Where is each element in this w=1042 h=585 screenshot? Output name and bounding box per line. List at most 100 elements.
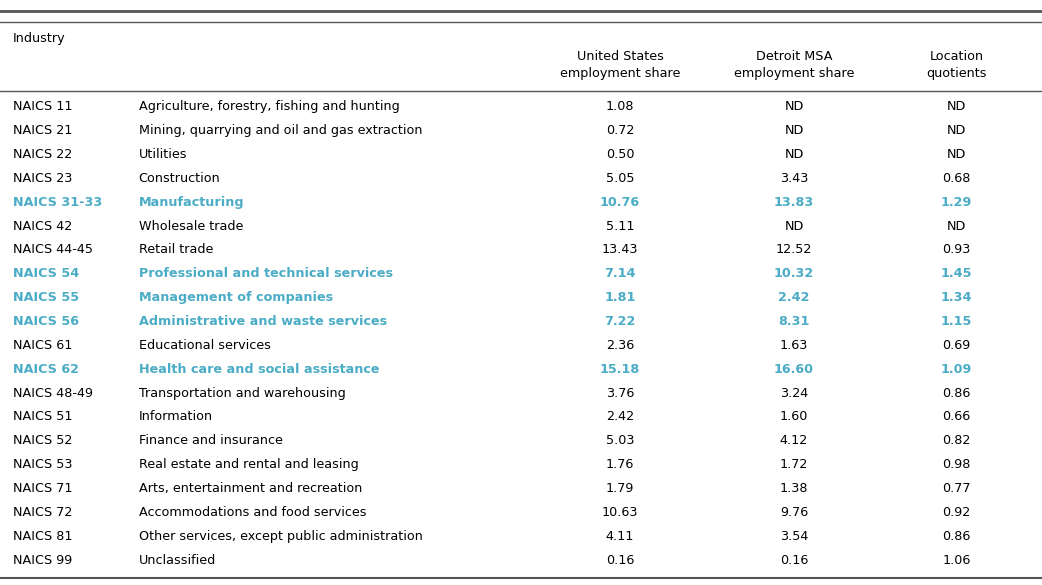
Text: 10.32: 10.32 [774, 267, 814, 280]
Text: 0.98: 0.98 [942, 458, 971, 472]
Text: 5.05: 5.05 [605, 172, 635, 185]
Text: 2.42: 2.42 [606, 411, 634, 424]
Text: 0.68: 0.68 [942, 172, 971, 185]
Text: 3.24: 3.24 [779, 387, 809, 400]
Text: Detroit MSA
employment share: Detroit MSA employment share [734, 50, 854, 80]
Text: Industry: Industry [13, 32, 66, 45]
Text: 1.81: 1.81 [604, 291, 636, 304]
Text: Unclassified: Unclassified [139, 553, 216, 567]
Text: NAICS 52: NAICS 52 [13, 434, 72, 448]
Text: 1.15: 1.15 [941, 315, 972, 328]
Text: 2.36: 2.36 [605, 339, 635, 352]
Text: Administrative and waste services: Administrative and waste services [139, 315, 387, 328]
Text: NAICS 42: NAICS 42 [13, 219, 72, 233]
Text: 0.92: 0.92 [942, 506, 971, 519]
Text: Other services, except public administration: Other services, except public administra… [139, 530, 422, 543]
Text: 4.12: 4.12 [779, 434, 809, 448]
Text: Agriculture, forestry, fishing and hunting: Agriculture, forestry, fishing and hunti… [139, 100, 399, 113]
Text: Manufacturing: Manufacturing [139, 195, 244, 209]
Text: 1.29: 1.29 [941, 195, 972, 209]
Text: 1.60: 1.60 [779, 411, 809, 424]
Text: Professional and technical services: Professional and technical services [139, 267, 393, 280]
Text: ND: ND [947, 219, 966, 233]
Text: NAICS 11: NAICS 11 [13, 100, 72, 113]
Text: NAICS 61: NAICS 61 [13, 339, 72, 352]
Text: NAICS 22: NAICS 22 [13, 148, 72, 161]
Text: NAICS 81: NAICS 81 [13, 530, 72, 543]
Text: 5.03: 5.03 [605, 434, 635, 448]
Text: NAICS 51: NAICS 51 [13, 411, 72, 424]
Text: 7.14: 7.14 [604, 267, 636, 280]
Text: NAICS 23: NAICS 23 [13, 172, 72, 185]
Text: NAICS 72: NAICS 72 [13, 506, 72, 519]
Text: 1.79: 1.79 [605, 482, 635, 495]
Text: Transportation and warehousing: Transportation and warehousing [139, 387, 345, 400]
Text: 0.86: 0.86 [942, 530, 971, 543]
Text: 1.72: 1.72 [779, 458, 809, 472]
Text: 0.72: 0.72 [605, 124, 635, 137]
Text: 0.50: 0.50 [605, 148, 635, 161]
Text: 9.76: 9.76 [779, 506, 809, 519]
Text: ND: ND [947, 124, 966, 137]
Text: NAICS 99: NAICS 99 [13, 553, 72, 567]
Text: NAICS 53: NAICS 53 [13, 458, 72, 472]
Text: 0.69: 0.69 [942, 339, 971, 352]
Text: Wholesale trade: Wholesale trade [139, 219, 243, 233]
Text: NAICS 44-45: NAICS 44-45 [13, 243, 93, 256]
Text: NAICS 54: NAICS 54 [13, 267, 79, 280]
Text: ND: ND [785, 124, 803, 137]
Text: 16.60: 16.60 [774, 363, 814, 376]
Text: 3.54: 3.54 [779, 530, 809, 543]
Text: Utilities: Utilities [139, 148, 188, 161]
Text: 13.43: 13.43 [601, 243, 639, 256]
Text: 1.34: 1.34 [941, 291, 972, 304]
Text: Educational services: Educational services [139, 339, 271, 352]
Text: 1.63: 1.63 [779, 339, 809, 352]
Text: NAICS 48-49: NAICS 48-49 [13, 387, 93, 400]
Text: Arts, entertainment and recreation: Arts, entertainment and recreation [139, 482, 362, 495]
Text: 10.76: 10.76 [600, 195, 640, 209]
Text: Finance and insurance: Finance and insurance [139, 434, 282, 448]
Text: United States
employment share: United States employment share [560, 50, 680, 80]
Text: 1.45: 1.45 [941, 267, 972, 280]
Text: 0.86: 0.86 [942, 387, 971, 400]
Text: NAICS 56: NAICS 56 [13, 315, 78, 328]
Text: 1.76: 1.76 [605, 458, 635, 472]
Text: 7.22: 7.22 [604, 315, 636, 328]
Text: 0.77: 0.77 [942, 482, 971, 495]
Text: 0.16: 0.16 [605, 553, 635, 567]
Text: 3.76: 3.76 [605, 387, 635, 400]
Text: ND: ND [785, 100, 803, 113]
Text: 0.93: 0.93 [942, 243, 971, 256]
Text: NAICS 21: NAICS 21 [13, 124, 72, 137]
Text: Construction: Construction [139, 172, 220, 185]
Text: 5.11: 5.11 [605, 219, 635, 233]
Text: 15.18: 15.18 [600, 363, 640, 376]
Text: ND: ND [785, 219, 803, 233]
Text: Health care and social assistance: Health care and social assistance [139, 363, 379, 376]
Text: 12.52: 12.52 [776, 243, 812, 256]
Text: 13.83: 13.83 [774, 195, 814, 209]
Text: 0.16: 0.16 [779, 553, 809, 567]
Text: 4.11: 4.11 [605, 530, 635, 543]
Text: 0.82: 0.82 [942, 434, 971, 448]
Text: 3.43: 3.43 [779, 172, 809, 185]
Text: 0.66: 0.66 [942, 411, 971, 424]
Text: 2.42: 2.42 [778, 291, 810, 304]
Text: NAICS 62: NAICS 62 [13, 363, 78, 376]
Text: ND: ND [785, 148, 803, 161]
Text: 8.31: 8.31 [778, 315, 810, 328]
Text: 1.06: 1.06 [942, 553, 971, 567]
Text: Retail trade: Retail trade [139, 243, 213, 256]
Text: NAICS 31-33: NAICS 31-33 [13, 195, 102, 209]
Text: 1.08: 1.08 [605, 100, 635, 113]
Text: 1.38: 1.38 [779, 482, 809, 495]
Text: ND: ND [947, 100, 966, 113]
Text: Accommodations and food services: Accommodations and food services [139, 506, 366, 519]
Text: Management of companies: Management of companies [139, 291, 332, 304]
Text: Real estate and rental and leasing: Real estate and rental and leasing [139, 458, 358, 472]
Text: Information: Information [139, 411, 213, 424]
Text: 1.09: 1.09 [941, 363, 972, 376]
Text: NAICS 55: NAICS 55 [13, 291, 78, 304]
Text: NAICS 71: NAICS 71 [13, 482, 72, 495]
